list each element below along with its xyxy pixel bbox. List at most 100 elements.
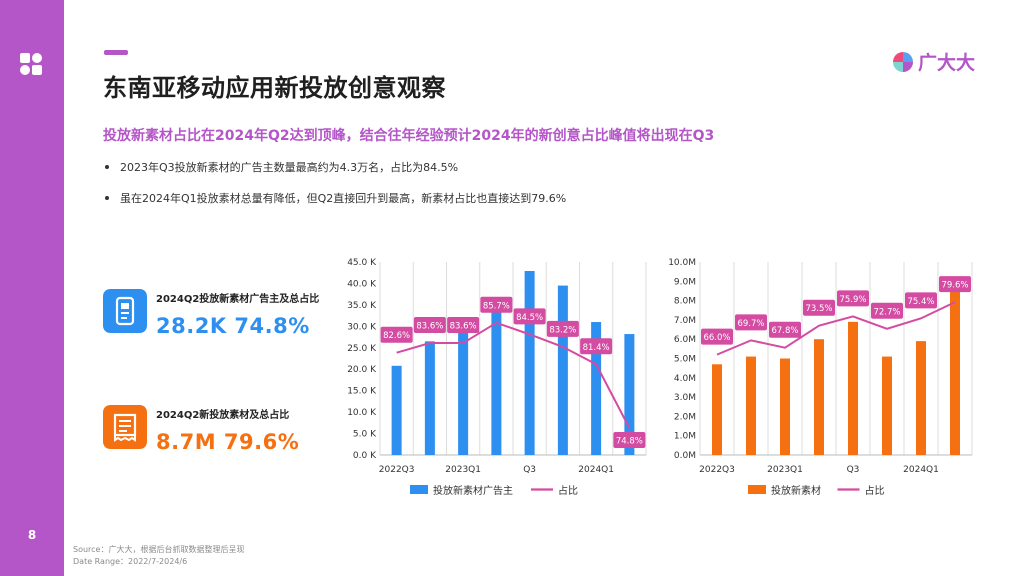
bar [491, 307, 502, 455]
y-tick-label: 5.0M [674, 355, 696, 365]
brand-logo: 广大大 [892, 48, 975, 75]
data-label-box [480, 296, 513, 313]
kpi-creatives: 2024Q2新投放素材及总占比 8.7M 79.6% [103, 405, 299, 454]
data-label: 83.6% [450, 322, 477, 332]
data-label-box [837, 290, 869, 307]
bullet-list: 2023年Q3投放新素材的广告主数量最高约为4.3万名，占比为84.5% 虽在2… [105, 159, 566, 221]
data-label: 74.8% [616, 436, 643, 446]
y-tick-label: 10.0 K [347, 408, 377, 418]
pie-logo-icon [20, 53, 42, 75]
data-label-box [546, 320, 579, 337]
data-label: 75.9% [839, 295, 866, 305]
data-label: 84.5% [516, 313, 543, 323]
phone-ad-icon [103, 289, 147, 333]
bullet-dot [105, 165, 109, 169]
y-tick-label: 7.0M [674, 316, 696, 326]
brand-pinwheel-icon [893, 51, 913, 72]
source-text: Source：广大大，根据后台抓取数据整理后呈现 [73, 545, 245, 554]
advertisers-chart: 0.0 K 5.0 K 10.0 K 15.0 K 20.0 K 25.0 K 30.0 K… [347, 258, 647, 497]
y-tick-label: 4.0M [674, 374, 696, 384]
x-tick-label: Q3 [847, 465, 860, 475]
y-tick-label: 2.0M [674, 412, 696, 422]
bar [591, 322, 602, 455]
legend-bar-swatch [410, 485, 428, 494]
bar [882, 356, 892, 455]
share-line [716, 301, 956, 356]
legend-bar-swatch [748, 485, 766, 494]
sidebar: 8 [0, 0, 64, 576]
bar [814, 339, 824, 455]
data-label-box [871, 302, 903, 319]
x-tick-label: 2023Q1 [445, 465, 481, 475]
receipt-icon [103, 405, 147, 449]
bar [780, 358, 790, 455]
y-tick-label: 40.0 K [347, 279, 377, 289]
bullet-item: 虽在2024年Q1投放素材总量有降低，但Q2直接回升到最高，新素材占比也直接达到… [105, 190, 566, 206]
data-label-box [735, 314, 767, 331]
data-label: 75.4% [907, 297, 934, 307]
date-range-text: Date Range：2022/7-2024/6 [73, 557, 188, 566]
bar [624, 334, 635, 455]
bullet-text: 2023年Q3投放新素材的广告主数量最高约为4.3万名，占比为84.5% [120, 161, 459, 174]
data-label-box [905, 292, 937, 309]
data-label: 83.6% [416, 322, 443, 332]
bar [746, 356, 756, 455]
bar [458, 320, 469, 455]
y-tick-label: 30.0 K [347, 322, 377, 332]
kpi-value: 8.7M 79.6% [156, 430, 300, 454]
data-label: 69.7% [737, 319, 764, 329]
y-tick-label: 9.0M [674, 277, 696, 287]
kpi-label: 2024Q2投放新素材广告主及总占比 [156, 294, 320, 305]
x-tick-label: 2022Q3 [699, 465, 735, 475]
data-label-box [769, 321, 801, 338]
y-tick-label: 20.0 K [347, 365, 377, 375]
y-tick-label: 45.0 K [347, 258, 377, 268]
page-title: 东南亚移动应用新投放创意观察 [103, 74, 446, 102]
y-tick-label: 15.0 K [347, 387, 377, 397]
y-tick-label: 1.0M [674, 432, 696, 442]
subtitle: 投放新素材占比在2024年Q2达到顶峰，结合往年经验预计2024年的新创意占比峰… [103, 128, 715, 144]
kpi-value: 28.2K 74.8% [156, 314, 310, 338]
y-tick-label: 35.0 K [347, 301, 377, 311]
kpi-advertisers: 2024Q2投放新素材广告主及总占比 28.2K 74.8% [103, 289, 319, 338]
y-tick-label: 3.0M [674, 393, 696, 403]
data-label: 73.5% [805, 304, 832, 314]
data-label: 81.4% [583, 343, 610, 353]
share-line [396, 321, 631, 429]
y-tick-label: 6.0M [674, 335, 696, 345]
x-tick-label: 2024Q1 [903, 465, 939, 475]
data-label-box [513, 308, 546, 325]
data-label: 72.7% [873, 307, 900, 317]
x-tick-label: 2023Q1 [767, 465, 803, 475]
y-tick-label: 10.0M [668, 258, 696, 268]
y-tick-label: 5.0 K [353, 430, 377, 440]
bullet-text: 虽在2024年Q1投放素材总量有降低，但Q2直接回升到最高，新素材占比也直接达到… [120, 192, 567, 205]
data-label-box [380, 326, 413, 343]
legend-bar-label: 投放新素材广告主 [433, 484, 513, 497]
title-accent-bar [104, 50, 128, 55]
data-label: 66.0% [703, 333, 730, 343]
brand-name: 广大大 [918, 52, 976, 74]
x-tick-label: 2024Q1 [578, 465, 614, 475]
data-label-box [447, 317, 480, 334]
source-note: Source：广大大，根据后台抓取数据整理后呈现 Date Range：2022… [73, 544, 244, 568]
bullet-dot [105, 196, 109, 200]
bar [391, 365, 402, 455]
bar [524, 271, 535, 455]
bar [712, 364, 722, 455]
y-tick-label: 8.0M [674, 297, 696, 307]
data-label: 79.6% [941, 281, 968, 291]
bar [848, 321, 858, 455]
creatives-chart: 0.0M 1.0M 2.0M 3.0M 4.0M 5.0M 6.0M 7.0M 8.0M 9.0M… [668, 258, 973, 497]
bar [916, 341, 926, 455]
data-label-box [701, 328, 733, 345]
data-label: 85.7% [483, 301, 510, 311]
data-label: 67.8% [771, 326, 798, 336]
bullet-item: 2023年Q3投放新素材的广告主数量最高约为4.3万名，占比为84.5% [105, 159, 566, 175]
data-label: 82.6% [383, 331, 410, 341]
y-tick-label: 0.0 K [353, 451, 377, 461]
data-label-box [803, 299, 835, 316]
x-tick-label: Q3 [523, 465, 536, 475]
legend-line-label: 占比 [558, 484, 578, 497]
page-number: 8 [27, 528, 37, 542]
